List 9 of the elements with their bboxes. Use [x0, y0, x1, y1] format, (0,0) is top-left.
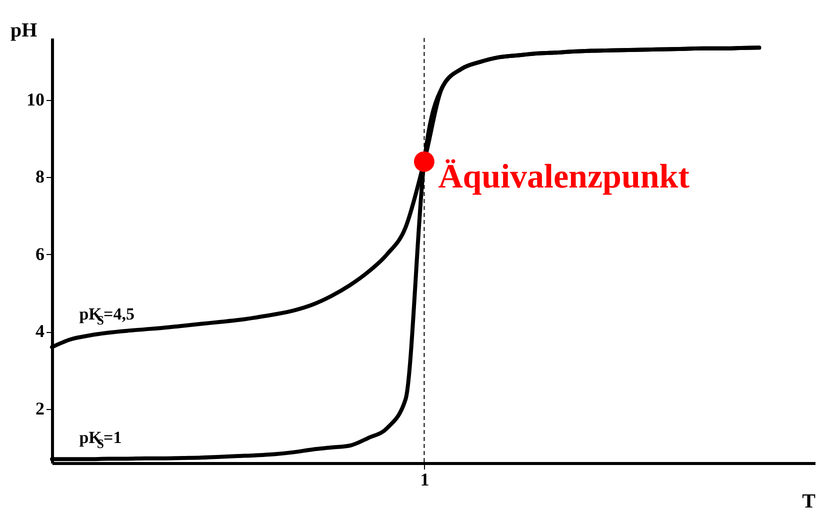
- x-tick-label: 1: [420, 470, 430, 490]
- y-axis-title: pH: [10, 20, 38, 42]
- series-label: Äquivalenzpunkt: [438, 158, 690, 196]
- y-tick-label: 4: [36, 321, 44, 342]
- y-tick-label: 6: [36, 244, 44, 264]
- x-axis-title: T: [802, 490, 816, 512]
- y-tick-label: 10: [26, 89, 44, 110]
- y-tick-label: 8: [36, 166, 44, 187]
- y-tick-label: 2: [36, 398, 44, 418]
